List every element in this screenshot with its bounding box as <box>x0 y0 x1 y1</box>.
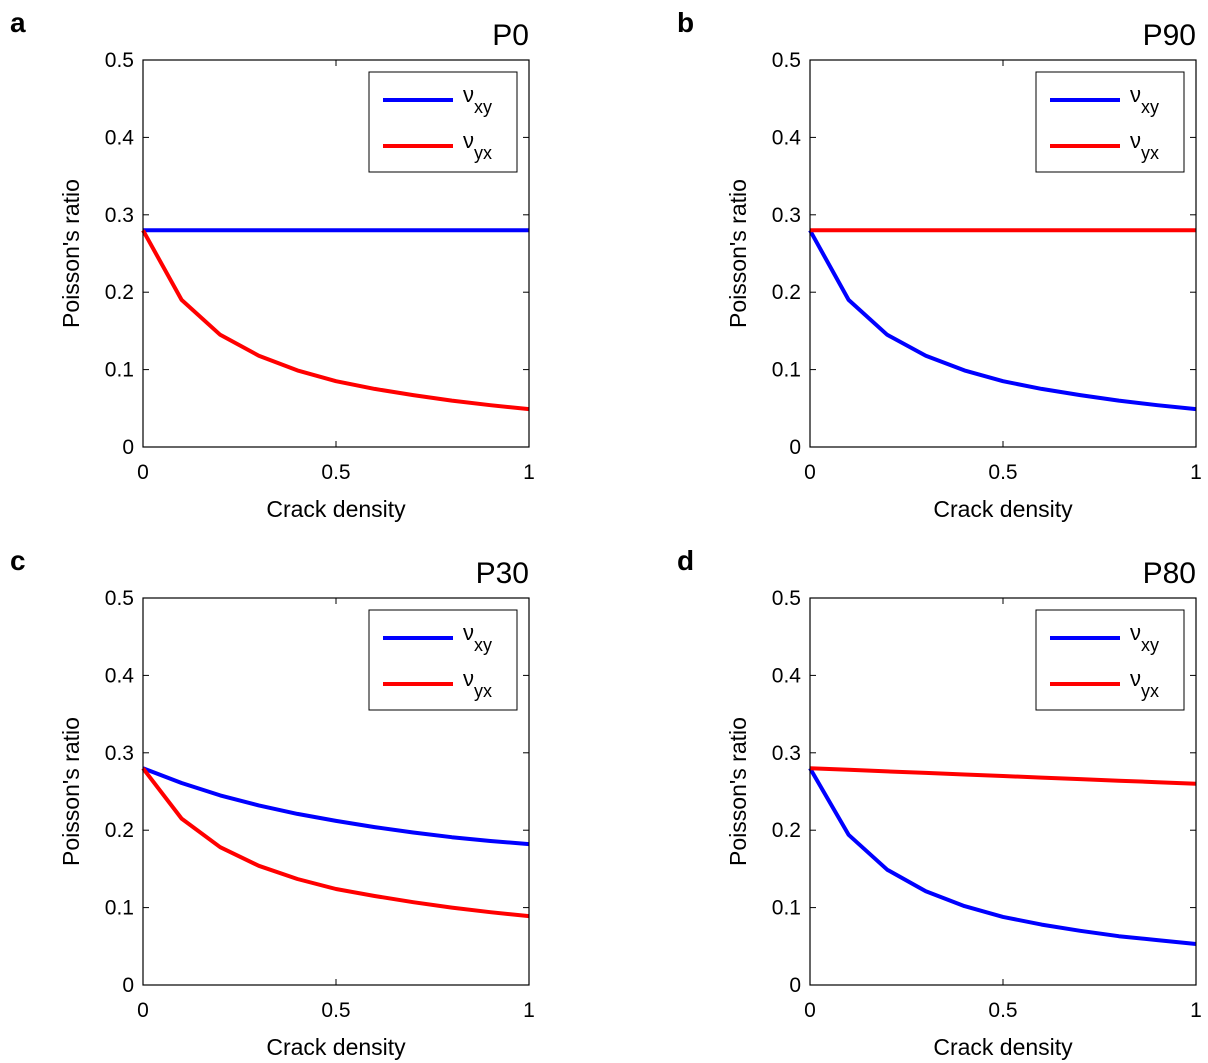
y-tick-label: 0.4 <box>772 664 802 687</box>
y-tick-label: 0.3 <box>105 204 134 227</box>
x-tick-label: 0.5 <box>988 999 1017 1022</box>
panel-title: P30 <box>476 557 529 590</box>
chart-panel-c: 0 0.1 0.2 0.3 0.4 0.5 0 0.5 1 Crack density Poisso… <box>10 545 535 1060</box>
y-tick-label: 0.3 <box>772 204 801 227</box>
series-line-nu-xy <box>808 229 1197 412</box>
y-tick-label: 0.1 <box>772 359 801 382</box>
panel-title: P90 <box>1143 19 1196 52</box>
x-axis-label: Crack density <box>933 496 1073 522</box>
y-tick-label: 0.3 <box>772 742 801 765</box>
panel-letter: d <box>677 545 694 576</box>
x-axis-label: Crack density <box>266 496 406 522</box>
y-tick-label: 0.5 <box>772 49 801 72</box>
y-tick-label: 0.4 <box>772 126 802 149</box>
y-axis-label: Poisson's ratio <box>58 179 84 328</box>
y-tick-label: 0.3 <box>105 742 134 765</box>
y-tick-label: 0 <box>122 974 134 997</box>
legend-box <box>368 609 518 711</box>
x-tick-label: 0 <box>137 999 149 1022</box>
chart-panel-b: 0 0.1 0.2 0.3 0.4 0.5 0 0.5 1 Crack density Poisso… <box>677 7 1202 522</box>
y-tick-label: 0.5 <box>772 587 801 610</box>
panel-letter: b <box>677 7 694 38</box>
y-tick-label: 0.1 <box>772 897 801 920</box>
y-tick-label: 0.5 <box>105 587 134 610</box>
chart-panel-d: 0 0.1 0.2 0.3 0.4 0.5 0 0.5 1 Crack density Poisso… <box>677 545 1202 1060</box>
y-tick-label: 0.5 <box>105 49 134 72</box>
panel-letter: a <box>10 7 26 38</box>
y-axis-label: Poisson's ratio <box>725 179 751 328</box>
panel-letter: c <box>10 545 26 576</box>
y-tick-label: 0.1 <box>105 897 134 920</box>
y-axis-label: Poisson's ratio <box>58 717 84 866</box>
x-axis-label: Crack density <box>266 1034 406 1060</box>
y-axis-label: Poisson's ratio <box>725 717 751 866</box>
panel-title: P80 <box>1143 557 1196 590</box>
series-line-nu-yx <box>809 766 1197 786</box>
x-tick-label: 0.5 <box>321 999 350 1022</box>
x-axis-label: Crack density <box>933 1034 1073 1060</box>
x-tick-label: 1 <box>1190 461 1202 484</box>
series-line-nu-yx <box>141 767 530 919</box>
y-tick-label: 0 <box>789 436 801 459</box>
x-tick-label: 1 <box>523 999 535 1022</box>
chart-panel-a: 0 0.1 0.2 0.3 0.4 0.5 0 0.5 1 Crack density Poisso… <box>10 7 535 522</box>
y-tick-label: 0 <box>789 974 801 997</box>
series-line-nu-yx <box>141 229 530 412</box>
x-tick-label: 0.5 <box>988 461 1017 484</box>
y-tick-label: 0.2 <box>772 819 801 842</box>
series-line-nu-xy <box>142 766 530 847</box>
y-tick-label: 0.1 <box>105 359 134 382</box>
x-tick-label: 0 <box>804 461 816 484</box>
legend-box <box>1035 609 1185 711</box>
series-line-nu-xy <box>808 767 1197 946</box>
panel-title: P0 <box>492 19 529 52</box>
x-tick-label: 0.5 <box>321 461 350 484</box>
y-tick-label: 0.2 <box>772 281 801 304</box>
y-tick-label: 0.4 <box>105 664 135 687</box>
y-tick-label: 0 <box>122 436 134 459</box>
legend-box <box>1035 71 1185 173</box>
x-tick-label: 0 <box>137 461 149 484</box>
x-tick-label: 0 <box>804 999 816 1022</box>
x-tick-label: 1 <box>523 461 535 484</box>
y-tick-label: 0.2 <box>105 819 134 842</box>
legend-box <box>368 71 518 173</box>
y-tick-label: 0.2 <box>105 281 134 304</box>
y-tick-label: 0.4 <box>105 126 135 149</box>
x-tick-label: 1 <box>1190 999 1202 1022</box>
